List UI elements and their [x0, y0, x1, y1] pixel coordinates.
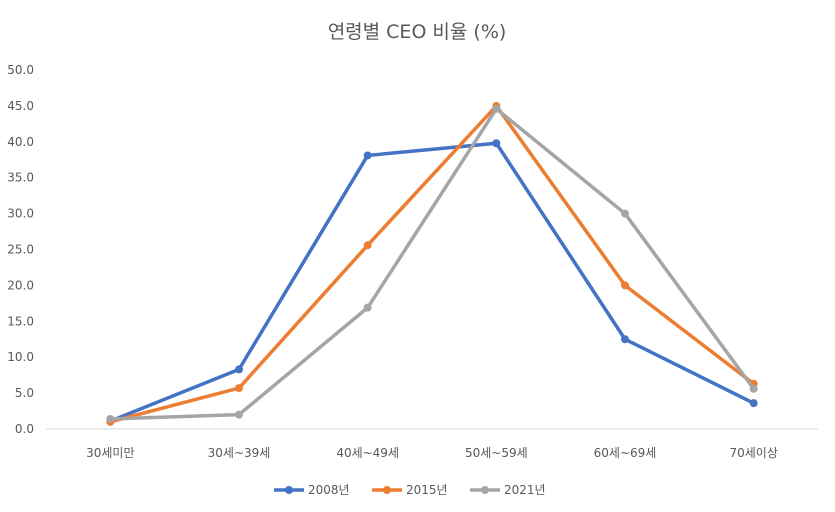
series-line [108, 141, 756, 423]
data-point [235, 410, 243, 419]
data-point [621, 335, 629, 344]
y-tick-label: 5.0 [15, 386, 34, 400]
series-line [108, 107, 756, 421]
y-tick-label: 35.0 [7, 171, 34, 185]
legend-marker-icon [383, 486, 391, 494]
y-tick-label: 20.0 [7, 278, 34, 292]
data-point [235, 384, 243, 393]
x-category-label: 50세~59세 [465, 446, 528, 460]
y-tick-label: 40.0 [7, 135, 34, 149]
data-point [106, 414, 115, 423]
legend: 2008년 2015년 2021년 [274, 483, 546, 497]
legend-item: 2015년 [372, 483, 448, 497]
y-tick-label: 15.0 [7, 314, 34, 328]
data-point [492, 104, 501, 113]
data-point [749, 399, 758, 408]
legend-marker-icon [481, 486, 489, 494]
data-point [363, 303, 372, 312]
legend-item: 2021년 [470, 483, 546, 497]
chart-title: 연령별 CEO 비율 (%) [328, 21, 507, 43]
data-point [492, 139, 501, 148]
data-point [235, 365, 243, 374]
series-1 [106, 139, 758, 426]
legend-item: 2008년 [274, 483, 350, 497]
y-tick-label: 0.0 [15, 422, 34, 436]
y-tick-label: 10.0 [7, 350, 34, 364]
y-tick-label: 45.0 [7, 99, 34, 113]
y-axis-ticks: 0.0 5.0 10.0 15.0 20.0 25.0 30.0 35.0 40.0 45.0 50… [7, 63, 34, 436]
data-point [621, 281, 629, 290]
series-line [108, 104, 756, 424]
legend-label: 2008년 [308, 483, 350, 497]
y-tick-label: 30.0 [7, 207, 34, 221]
legend-label: 2021년 [504, 483, 546, 497]
y-tick-label: 50.0 [7, 63, 34, 77]
series-lines [106, 101, 758, 426]
x-axis-labels: 30세미만 30세~39세 40세~49세 50세~59세 60세~69세 70세이상 [86, 446, 778, 460]
legend-label: 2015년 [406, 483, 448, 497]
y-tick-label: 25.0 [7, 243, 34, 257]
data-point [363, 151, 372, 160]
x-category-label: 70세이상 [729, 446, 777, 460]
data-point [363, 241, 372, 250]
data-point [621, 209, 629, 218]
x-category-label: 40세~49세 [336, 446, 399, 460]
series-3 [106, 104, 758, 423]
legend-marker-icon [285, 486, 293, 494]
x-category-label: 30세미만 [86, 446, 134, 460]
x-category-label: 60세~69세 [594, 446, 657, 460]
data-point [749, 384, 758, 393]
x-category-label: 30세~39세 [208, 446, 271, 460]
